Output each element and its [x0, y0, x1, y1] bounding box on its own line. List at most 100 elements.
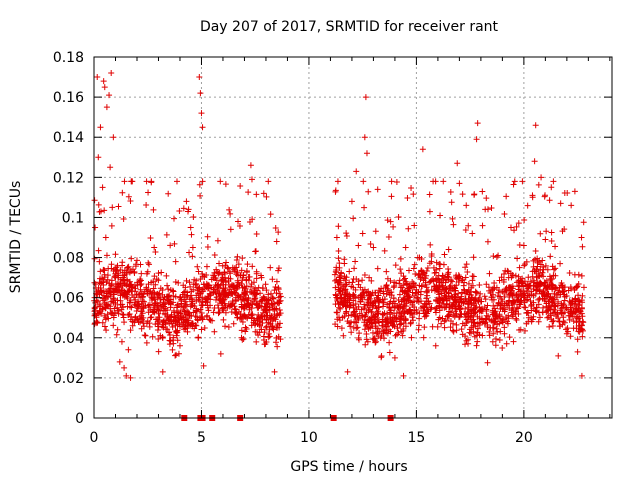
data-point [195, 294, 202, 301]
data-point [442, 279, 449, 286]
data-point [335, 223, 342, 230]
data-point [449, 294, 456, 301]
data-point [258, 297, 265, 304]
data-point [522, 304, 529, 311]
data-point [220, 285, 227, 292]
data-point [398, 298, 405, 305]
data-point [442, 274, 449, 281]
data-point [505, 315, 512, 322]
data-point [568, 202, 575, 209]
data-point [259, 296, 266, 303]
data-point [192, 322, 199, 329]
data-point [198, 326, 205, 333]
data-point [550, 266, 557, 273]
data-point [148, 178, 155, 185]
data-point [150, 285, 157, 292]
data-point [117, 292, 124, 299]
data-point [499, 344, 506, 351]
data-point [376, 303, 383, 310]
data-point [266, 307, 273, 314]
data-point [227, 270, 234, 277]
data-point [532, 290, 539, 297]
data-point [207, 317, 214, 324]
data-point [164, 282, 171, 289]
data-point [135, 298, 142, 305]
data-point [141, 332, 148, 339]
data-point [579, 333, 586, 340]
data-point [183, 309, 190, 316]
data-point [379, 316, 386, 323]
data-point [109, 204, 116, 211]
data-point [501, 211, 508, 218]
data-point [490, 302, 497, 309]
data-point [418, 268, 425, 275]
data-point [573, 319, 580, 326]
data-point [251, 287, 258, 294]
data-point [221, 270, 228, 277]
data-point [170, 340, 177, 347]
data-point [512, 315, 519, 322]
data-point [238, 301, 245, 308]
data-point [162, 305, 169, 312]
data-point [548, 229, 555, 236]
data-point [411, 261, 418, 268]
data-point [361, 301, 368, 308]
data-point [544, 314, 551, 321]
data-point [160, 296, 167, 303]
data-point [445, 246, 452, 253]
data-point [449, 286, 456, 293]
data-point [565, 287, 572, 294]
data-point [239, 255, 246, 262]
data-point [462, 264, 469, 271]
data-point [219, 276, 226, 283]
data-point [534, 273, 541, 280]
data-point [545, 290, 552, 297]
data-point [521, 299, 528, 306]
data-point [214, 237, 221, 244]
data-point [101, 323, 108, 330]
data-point [116, 358, 123, 365]
data-point [375, 304, 382, 311]
data-point [133, 292, 140, 299]
data-point [359, 230, 366, 237]
data-point [155, 291, 162, 298]
x-tick-label: 5 [197, 430, 206, 446]
data-point [244, 261, 251, 268]
data-point [495, 252, 502, 259]
data-point [488, 205, 495, 212]
data-point [174, 327, 181, 334]
data-point [391, 354, 398, 361]
data-point [91, 197, 98, 204]
data-point [157, 307, 164, 314]
data-point [273, 290, 280, 297]
data-point [421, 324, 428, 331]
data-point [125, 311, 132, 318]
data-point [235, 218, 242, 225]
data-point [355, 242, 362, 249]
data-point [260, 307, 267, 314]
data-point [361, 319, 368, 326]
data-point [539, 309, 546, 316]
data-point [206, 290, 213, 297]
data-point [396, 291, 403, 298]
data-point [182, 324, 189, 331]
data-point [154, 327, 161, 334]
data-point [486, 328, 493, 335]
data-point [409, 278, 416, 285]
data-point [199, 124, 206, 131]
data-point [455, 272, 462, 279]
data-point [465, 222, 472, 229]
data-point [399, 332, 406, 339]
data-point [148, 279, 155, 286]
data-point [348, 283, 355, 290]
data-point [144, 288, 151, 295]
data-point [215, 310, 222, 317]
data-point [432, 309, 439, 316]
data-point [188, 313, 195, 320]
data-point [126, 303, 133, 310]
data-point [110, 322, 117, 329]
data-point [337, 290, 344, 297]
data-point [550, 178, 557, 185]
data-point [514, 255, 521, 262]
data-point [411, 222, 418, 229]
